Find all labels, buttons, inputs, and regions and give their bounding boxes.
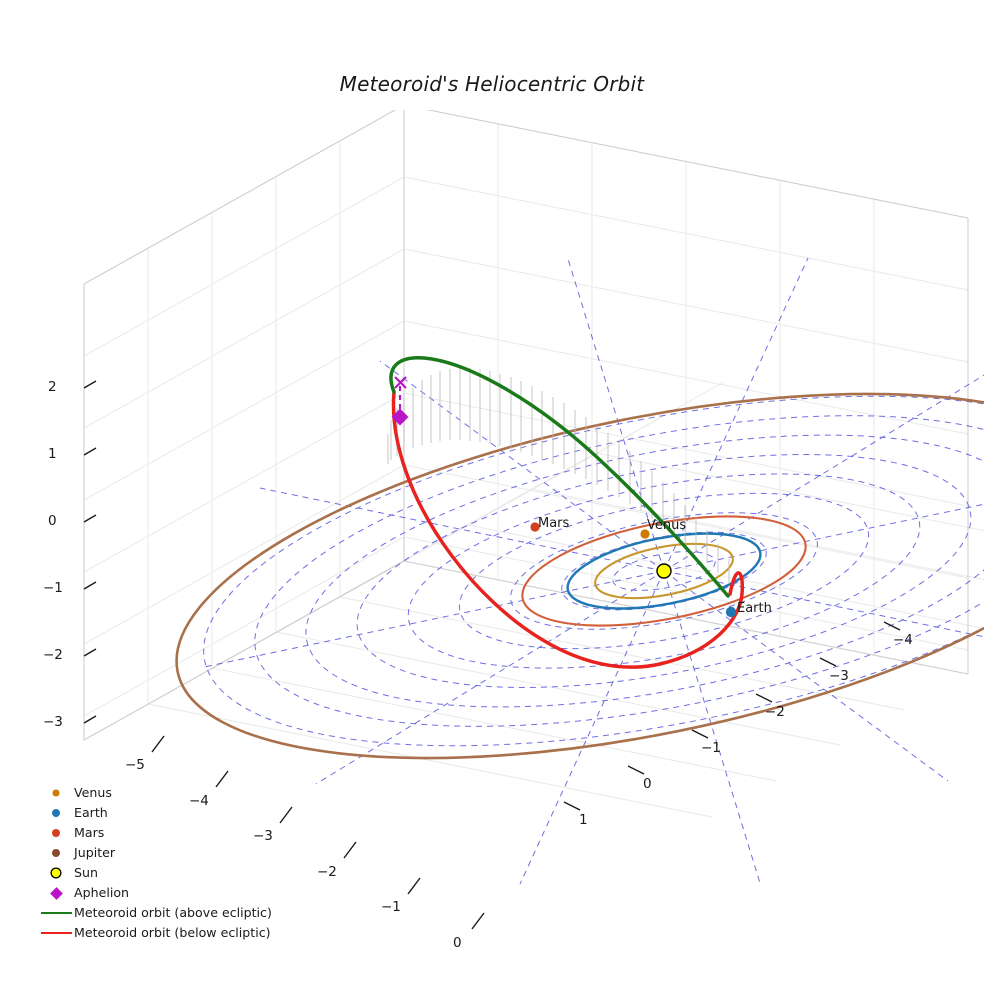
sun-marker xyxy=(656,563,672,579)
mars-orbit xyxy=(521,515,807,627)
legend-label-jupiter: Jupiter xyxy=(74,845,116,860)
axes-panes xyxy=(83,110,984,818)
aphelion-diamond-marker xyxy=(391,408,409,426)
axis-ticks xyxy=(83,380,901,930)
legend-item-venus[interactable]: Venus xyxy=(38,783,300,803)
z-tick-3: −1 xyxy=(43,580,63,596)
earth-marker xyxy=(725,606,737,618)
legend-item-meteoroid-above[interactable]: Meteoroid orbit (above ecliptic) xyxy=(38,903,300,923)
mars-dot-icon xyxy=(38,823,74,843)
legend-item-aphelion[interactable]: Aphelion xyxy=(38,883,300,903)
pane-left-grid xyxy=(83,110,405,740)
red-line-icon xyxy=(38,923,74,943)
y-tick-2: −2 xyxy=(765,704,785,720)
aphelion-group xyxy=(391,376,409,426)
earth-dot-icon xyxy=(38,803,74,823)
y-tick-0: −4 xyxy=(893,632,913,648)
z-tick-4: −2 xyxy=(43,647,63,663)
earth-orbit xyxy=(566,532,762,610)
legend-label-aphelion: Aphelion xyxy=(74,885,130,900)
legend-label-meteoroid-below: Meteoroid orbit (below ecliptic) xyxy=(74,925,271,940)
pane-right-grid xyxy=(403,110,969,674)
legend-item-earth[interactable]: Earth xyxy=(38,803,300,823)
pane-outline xyxy=(83,110,969,741)
x-tick-5: 0 xyxy=(453,935,462,951)
legend-label-meteoroid-above: Meteoroid orbit (above ecliptic) xyxy=(74,905,272,920)
y-tick-3: −1 xyxy=(701,740,721,756)
z-tick-2: 0 xyxy=(48,513,57,529)
legend: Venus Earth Mars Jupiter Sun xyxy=(38,783,300,943)
polar-spokes xyxy=(203,257,984,885)
y-tick-1: −3 xyxy=(829,668,849,684)
x-tick-4: −1 xyxy=(381,899,401,915)
aphelion-diamond-icon xyxy=(38,883,74,903)
legend-label-sun: Sun xyxy=(74,865,98,880)
x-tick-2: −3 xyxy=(253,828,273,844)
venus-marker xyxy=(640,529,650,539)
y-tick-4: 0 xyxy=(643,776,652,792)
label-venus: Venus xyxy=(647,518,687,533)
x-tick-3: −2 xyxy=(317,864,337,880)
page-title: Meteoroid's Heliocentric Orbit xyxy=(339,72,645,96)
legend-label-mars: Mars xyxy=(74,825,105,840)
legend-item-jupiter[interactable]: Jupiter xyxy=(38,843,300,863)
z-tick-5: −3 xyxy=(43,714,63,730)
mars-marker xyxy=(530,522,540,532)
label-mars: Mars xyxy=(538,516,570,531)
polar-grid xyxy=(203,257,984,885)
venus-dot-icon xyxy=(38,783,74,803)
venus-orbit xyxy=(594,542,734,600)
legend-label-earth: Earth xyxy=(74,805,108,820)
green-line-icon xyxy=(38,903,74,923)
jupiter-orbit xyxy=(175,392,984,760)
sun-circle-icon xyxy=(38,863,74,883)
x-tick-1: −4 xyxy=(189,793,209,809)
z-tick-1: 1 xyxy=(48,446,57,462)
legend-item-sun[interactable]: Sun xyxy=(38,863,300,883)
y-tick-5: 1 xyxy=(579,812,588,828)
legend-item-mars[interactable]: Mars xyxy=(38,823,300,843)
z-tick-0: 2 xyxy=(48,379,57,395)
legend-item-meteoroid-below[interactable]: Meteoroid orbit (below ecliptic) xyxy=(38,923,300,943)
jupiter-dot-icon xyxy=(38,843,74,863)
legend-label-venus: Venus xyxy=(74,785,112,800)
meteoroid-orbit-below-ecliptic xyxy=(391,390,745,669)
aphelion-x-icon xyxy=(394,376,407,389)
x-tick-0: −5 xyxy=(125,757,145,773)
meteoroid-orbit-above-ecliptic xyxy=(389,356,730,598)
label-earth: Earth xyxy=(737,601,772,616)
